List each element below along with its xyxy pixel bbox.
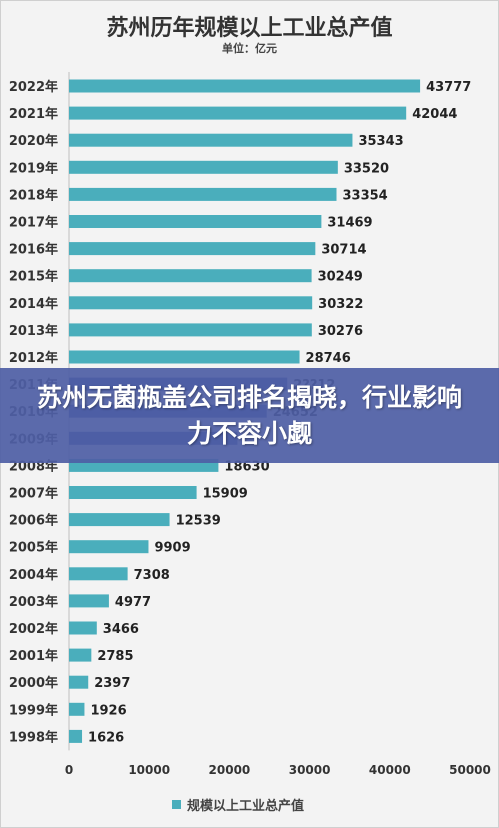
headline-text: 苏州无菌瓶盖公司排名揭晓，行业影响力不容小觑: [36, 382, 462, 448]
x-tick-label: 40000: [369, 763, 411, 777]
chart-legend: 规模以上工业总产值: [172, 795, 304, 814]
data-label: 33354: [342, 188, 387, 203]
bar: [69, 486, 197, 499]
data-label: 15909: [203, 487, 248, 502]
bar: [69, 79, 421, 93]
y-tick-label: 2007年: [9, 486, 58, 502]
data-label: 12539: [176, 514, 221, 529]
y-tick-label: 2013年: [9, 323, 58, 339]
x-tick-label: 30000: [289, 763, 331, 777]
data-label: 18630: [224, 459, 269, 474]
bar: [69, 729, 83, 743]
y-tick-label: 2012年: [9, 350, 58, 366]
data-label: 2785: [97, 649, 133, 664]
bar: [69, 675, 89, 689]
data-label: 42044: [412, 107, 457, 122]
y-tick-label: 2016年: [9, 242, 58, 258]
bar: [69, 567, 128, 581]
y-tick-label: 1998年: [9, 729, 58, 745]
data-label: 1926: [90, 703, 126, 718]
x-tick-label: 20000: [209, 763, 251, 777]
y-tick-label: 2022年: [9, 79, 58, 95]
bar: [69, 323, 312, 337]
data-label: 43777: [426, 80, 471, 95]
bar: [69, 540, 149, 554]
data-label: 30322: [318, 297, 363, 312]
data-label: 30276: [318, 324, 363, 339]
bar: [69, 106, 407, 120]
bar: [69, 648, 92, 662]
x-tick-label: 10000: [128, 763, 170, 777]
y-tick-label: 2015年: [9, 269, 58, 285]
y-tick-label: 2014年: [9, 296, 58, 312]
bar: [69, 242, 316, 256]
y-tick-label: 2004年: [9, 567, 58, 583]
bar: [69, 215, 322, 228]
data-label: 28746: [306, 351, 351, 366]
data-label: 33520: [344, 161, 389, 176]
y-tick-label: 2021年: [9, 106, 58, 122]
headline-banner: 苏州无菌瓶盖公司排名揭晓，行业影响力不容小觑: [0, 368, 499, 463]
bar: [69, 513, 170, 527]
data-label: 3466: [103, 622, 139, 637]
data-label: 4977: [115, 595, 151, 610]
y-tick-label: 1999年: [9, 702, 58, 718]
data-label: 1626: [88, 730, 124, 745]
data-label: 31469: [327, 216, 372, 231]
data-label: 30714: [321, 243, 366, 258]
bar: [69, 702, 85, 716]
bar: [69, 187, 337, 201]
y-tick-label: 2002年: [9, 621, 58, 637]
legend-label: 规模以上工业总产值: [187, 799, 305, 814]
chart-subtitle: 单位：亿元: [222, 42, 277, 55]
bar: [69, 269, 312, 283]
y-tick-label: 2017年: [9, 215, 58, 231]
bar: [69, 594, 109, 608]
y-tick-label: 2020年: [9, 133, 58, 149]
data-label: 7308: [134, 568, 170, 583]
y-tick-label: 2003年: [9, 594, 58, 610]
y-tick-label: 2019年: [9, 160, 58, 176]
legend-swatch: [172, 800, 181, 809]
y-tick-label: 2000年: [9, 675, 58, 691]
bar: [69, 350, 300, 364]
bar: [69, 296, 313, 310]
bar: [69, 133, 353, 147]
bar: [69, 621, 97, 635]
data-label: 35343: [358, 134, 403, 149]
x-tick-label: 0: [65, 763, 73, 777]
x-tick-label: 50000: [449, 763, 491, 777]
data-label: 2397: [94, 676, 130, 691]
chart-title: 苏州历年规模以上工业总产值: [106, 16, 393, 41]
y-tick-label: 2001年: [9, 648, 58, 664]
y-tick-label: 2006年: [9, 513, 58, 529]
bar: [69, 160, 338, 174]
data-label: 30249: [318, 270, 363, 285]
y-tick-label: 2005年: [9, 540, 58, 556]
y-tick-label: 2018年: [9, 187, 58, 203]
data-label: 9909: [154, 541, 190, 556]
